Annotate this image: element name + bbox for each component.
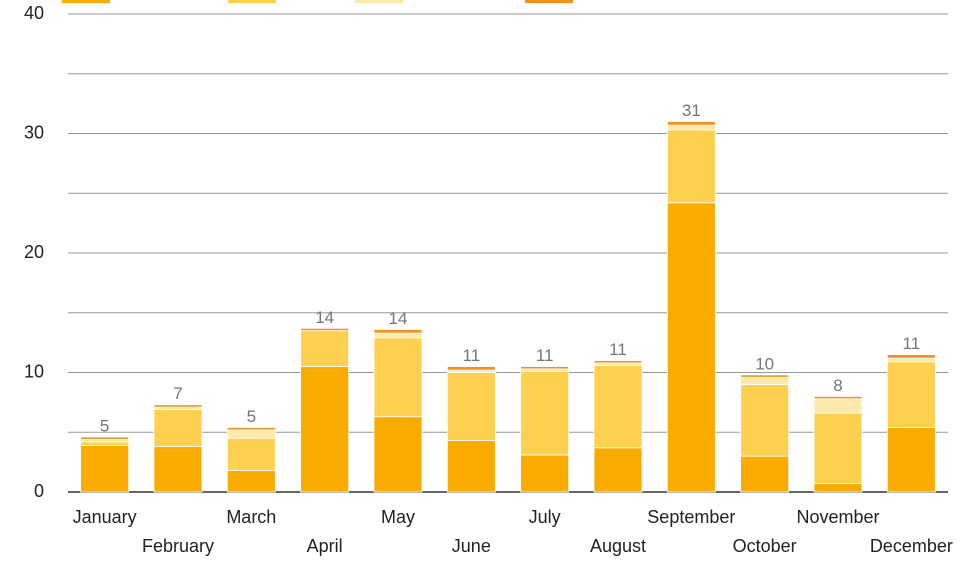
bar-segment <box>300 327 350 332</box>
legend-swatch <box>525 0 573 3</box>
x-tick-label: January <box>73 507 137 527</box>
bar-segment <box>373 332 423 339</box>
total-label: 14 <box>315 308 334 327</box>
y-tick-label: 20 <box>24 242 44 262</box>
y-tick-label: 30 <box>24 122 44 142</box>
total-label: 11 <box>536 346 554 365</box>
total-label: 11 <box>609 340 627 359</box>
total-label: 14 <box>389 309 408 328</box>
total-label: 5 <box>247 407 256 426</box>
bar-segment <box>300 330 350 367</box>
x-tick-label: December <box>870 536 953 556</box>
bar-segment <box>740 374 790 378</box>
bar-segment <box>886 427 936 493</box>
bar-segment <box>666 202 716 493</box>
x-tick-label: September <box>647 507 735 527</box>
bar-segment <box>886 354 936 359</box>
bar-segment <box>446 372 496 442</box>
bar-segment <box>153 409 203 447</box>
bar-segment <box>593 364 643 449</box>
total-label: 31 <box>682 101 701 120</box>
bar-segment <box>373 416 423 493</box>
bar-segment <box>886 357 936 363</box>
legend-swatch <box>355 0 403 3</box>
bar-segment <box>300 366 350 493</box>
bar-segment <box>153 404 203 408</box>
bar-segment <box>226 437 276 471</box>
total-label: 8 <box>833 376 842 395</box>
x-tick-label: November <box>796 507 879 527</box>
x-tick-label: February <box>142 536 214 556</box>
bar-segment <box>80 441 130 446</box>
bar-segment <box>226 429 276 439</box>
bar-segment <box>740 376 790 385</box>
x-tick-label: June <box>452 536 491 556</box>
x-tick-label: May <box>381 507 415 527</box>
bar-segment <box>813 483 863 493</box>
bar-segment <box>740 384 790 457</box>
total-label: 11 <box>463 346 481 365</box>
bar-segment <box>813 412 863 485</box>
bar-segment <box>446 440 496 493</box>
bar-segment <box>446 366 496 371</box>
y-tick-label: 0 <box>34 481 44 501</box>
bar-segment <box>593 360 643 364</box>
bar-segment <box>80 444 130 493</box>
x-tick-label: July <box>529 507 561 527</box>
bar-segment <box>226 470 276 493</box>
bar-segment <box>373 337 423 418</box>
bar-segment <box>666 129 716 204</box>
x-tick-label: April <box>307 536 343 556</box>
bar-segment <box>373 329 423 334</box>
legend-swatch <box>62 0 110 3</box>
bar-segment <box>520 366 570 370</box>
y-tick-label: 10 <box>24 361 44 381</box>
y-tick-label: 40 <box>24 3 44 23</box>
total-label: 11 <box>903 334 921 353</box>
bar-segment <box>886 361 936 428</box>
bar-segment <box>813 395 863 400</box>
bar-segment <box>813 398 863 414</box>
legend-swatch <box>228 0 276 3</box>
total-label: 5 <box>100 417 109 436</box>
x-tick-label: October <box>733 536 797 556</box>
total-label: 7 <box>173 384 182 403</box>
x-tick-label: March <box>226 507 276 527</box>
bar-segment <box>520 370 570 456</box>
bar-segment <box>666 124 716 131</box>
bar-segment <box>740 455 790 493</box>
bar-segment <box>520 454 570 493</box>
bar-segment <box>666 121 716 126</box>
bar-segment <box>226 427 276 431</box>
x-tick-label: August <box>590 536 646 556</box>
bar-segment <box>153 446 203 493</box>
bar-segment <box>80 436 130 440</box>
total-label: 10 <box>755 354 774 373</box>
bar-segment <box>593 447 643 493</box>
